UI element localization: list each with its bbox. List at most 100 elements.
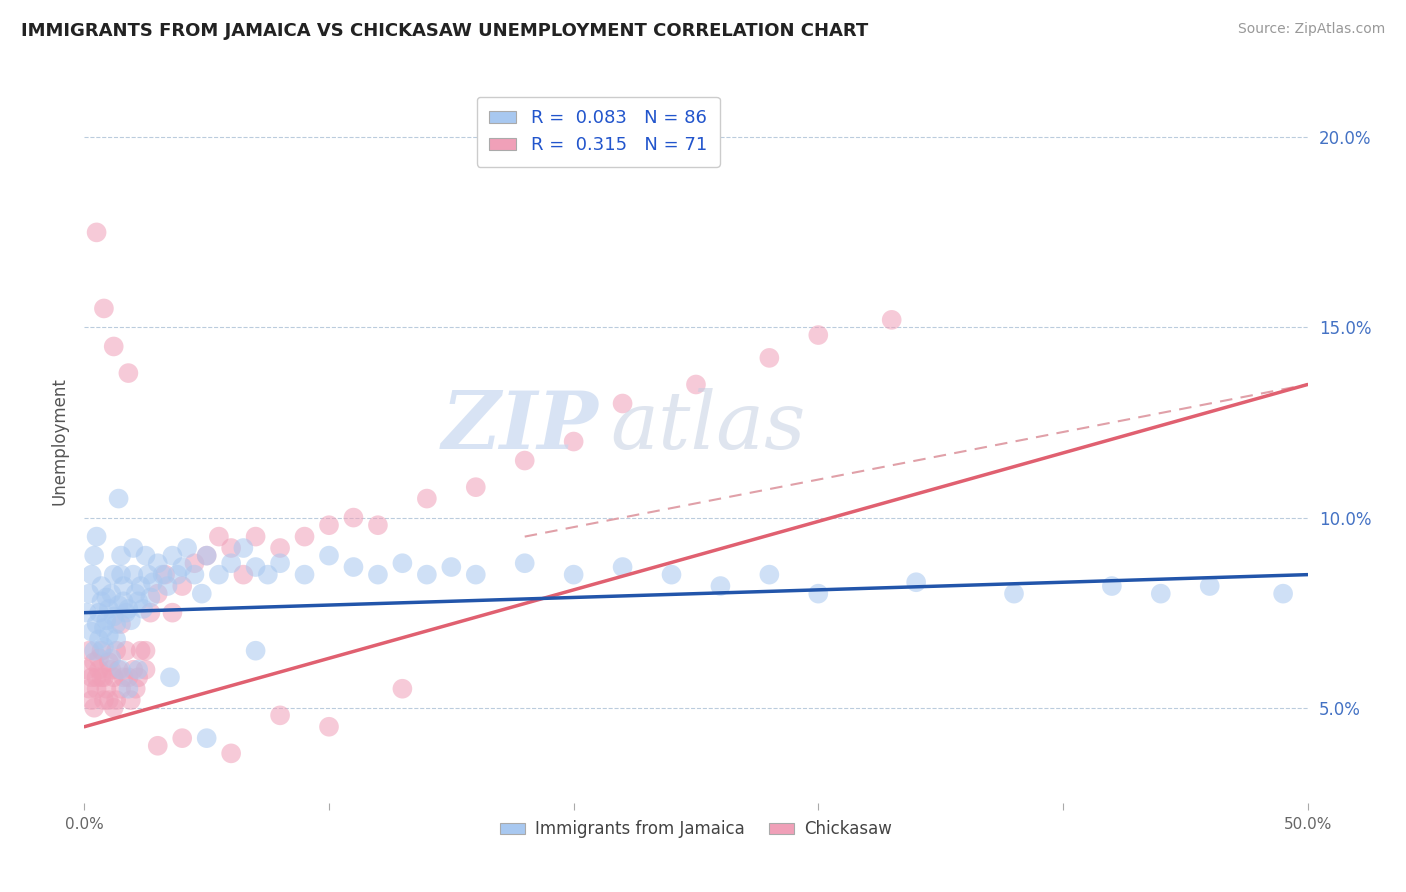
Point [77, 643, 100, 657]
Point [105, 632, 128, 647]
Point [117, 366, 139, 380]
Point [562, 434, 585, 449]
Point [90, 594, 112, 608]
Point [219, 541, 242, 555]
Point [269, 556, 291, 570]
Point [1101, 579, 1123, 593]
Point [80, 624, 103, 639]
Point [83, 655, 105, 669]
Point [612, 560, 634, 574]
Point [219, 747, 242, 761]
Point [129, 643, 152, 657]
Point [132, 602, 155, 616]
Legend: Immigrants from Jamaica, Chickasaw: Immigrants from Jamaica, Chickasaw [494, 814, 898, 845]
Point [93, 693, 115, 707]
Point [1150, 587, 1173, 601]
Point [117, 670, 139, 684]
Point [115, 606, 138, 620]
Point [905, 575, 928, 590]
Point [103, 567, 125, 582]
Point [83, 700, 105, 714]
Point [1002, 587, 1025, 601]
Point [86, 617, 108, 632]
Point [117, 602, 139, 616]
Point [183, 556, 205, 570]
Point [87, 632, 110, 647]
Point [93, 301, 115, 316]
Point [86, 226, 108, 240]
Point [103, 339, 125, 353]
Point [153, 567, 176, 582]
Point [115, 643, 138, 657]
Point [97, 655, 120, 669]
Point [416, 491, 439, 506]
Point [195, 731, 218, 746]
Point [135, 643, 157, 657]
Point [93, 621, 115, 635]
Point [90, 579, 112, 593]
Point [107, 598, 129, 612]
Point [880, 313, 903, 327]
Point [156, 579, 179, 593]
Point [612, 396, 634, 410]
Point [96, 591, 118, 605]
Point [1198, 579, 1220, 593]
Point [90, 670, 112, 684]
Point [464, 567, 486, 582]
Point [166, 567, 188, 582]
Point [93, 670, 115, 684]
Point [125, 681, 148, 696]
Text: ZIP: ZIP [441, 388, 598, 466]
Point [685, 377, 707, 392]
Point [110, 681, 132, 696]
Point [562, 567, 585, 582]
Point [416, 567, 439, 582]
Point [135, 663, 157, 677]
Point [232, 541, 254, 555]
Point [77, 587, 100, 601]
Point [125, 587, 148, 601]
Point [162, 549, 184, 563]
Point [97, 602, 120, 616]
Point [76, 606, 98, 620]
Point [152, 567, 174, 582]
Y-axis label: Unemployment: Unemployment [51, 377, 69, 506]
Point [97, 693, 120, 707]
Point [86, 670, 108, 684]
Point [139, 606, 162, 620]
Point [391, 556, 413, 570]
Point [107, 491, 129, 506]
Point [110, 663, 132, 677]
Point [139, 591, 162, 605]
Point [208, 567, 231, 582]
Point [183, 567, 205, 582]
Point [294, 530, 316, 544]
Point [93, 640, 115, 654]
Point [367, 518, 389, 533]
Point [172, 731, 194, 746]
Point [112, 579, 135, 593]
Point [172, 560, 194, 574]
Point [807, 587, 830, 601]
Point [110, 549, 132, 563]
Point [90, 643, 112, 657]
Point [135, 549, 157, 563]
Point [76, 663, 98, 677]
Point [112, 594, 135, 608]
Point [391, 681, 413, 696]
Point [127, 663, 149, 677]
Point [232, 567, 254, 582]
Point [159, 670, 181, 684]
Point [709, 579, 731, 593]
Point [176, 541, 198, 555]
Point [105, 643, 128, 657]
Point [513, 556, 536, 570]
Point [269, 708, 291, 723]
Point [342, 510, 364, 524]
Point [107, 663, 129, 677]
Text: atlas: atlas [610, 388, 806, 466]
Point [77, 681, 100, 696]
Point [122, 567, 145, 582]
Point [110, 567, 132, 582]
Point [807, 328, 830, 343]
